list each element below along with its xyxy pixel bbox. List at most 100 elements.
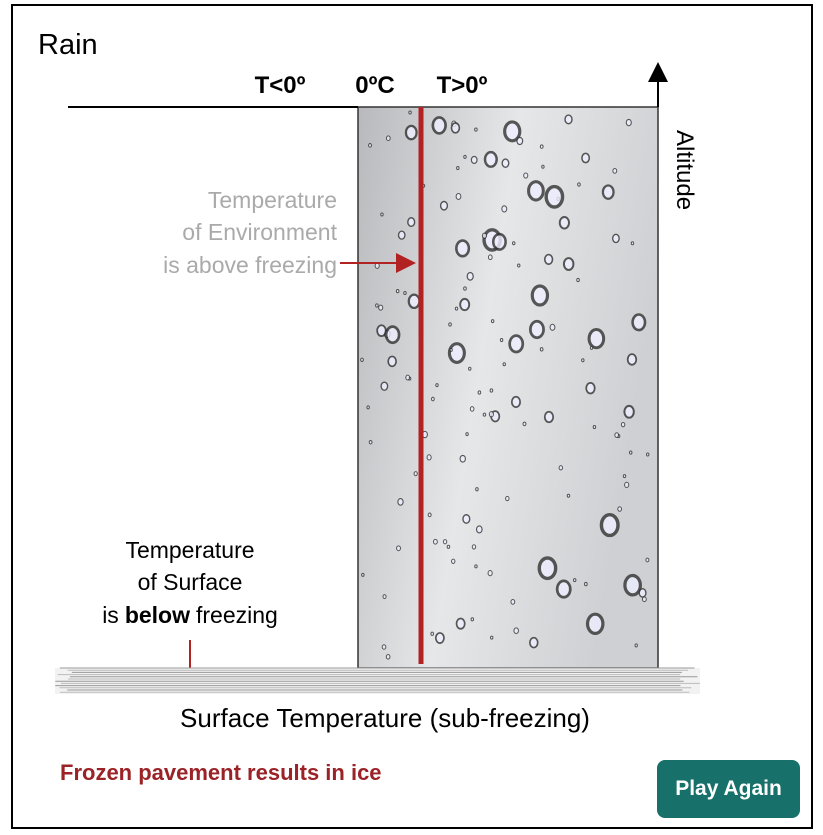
text: freezing — [196, 602, 278, 628]
raindrop — [379, 305, 383, 310]
raindrop — [523, 422, 526, 426]
raindrop — [386, 327, 399, 343]
raindrop — [436, 384, 438, 387]
raindrop — [540, 348, 543, 351]
env-label: is above freezing — [163, 252, 337, 278]
raindrop — [564, 258, 574, 270]
ground-label: Surface Temperature (sub-freezing) — [180, 703, 590, 733]
raindrop — [409, 295, 420, 308]
raindrop — [615, 433, 619, 438]
raindrop — [369, 143, 372, 147]
raindrop — [361, 358, 364, 361]
raindrop — [621, 422, 624, 426]
raindrop — [491, 636, 493, 639]
raindrop — [546, 187, 562, 207]
raindrop — [631, 242, 633, 245]
raindrop — [369, 440, 372, 444]
raindrop — [646, 558, 649, 562]
raindrop — [409, 111, 411, 114]
raindrop — [539, 558, 555, 578]
raindrop — [464, 287, 467, 290]
raindrop — [545, 255, 553, 265]
raindrop — [469, 367, 471, 370]
raindrop — [485, 152, 497, 167]
raindrop — [603, 185, 614, 198]
raindrop — [586, 383, 594, 394]
play-again-button[interactable]: Play Again — [657, 760, 800, 818]
raindrop — [588, 614, 603, 633]
raindrop — [470, 407, 474, 412]
raindrop — [618, 507, 622, 512]
raindrop — [477, 526, 483, 533]
raindrop — [397, 546, 401, 551]
raindrop — [376, 304, 379, 307]
raindrop — [488, 571, 492, 576]
raindrop — [647, 453, 649, 456]
raindrop — [431, 397, 434, 401]
raindrop — [540, 145, 543, 149]
raindrop — [513, 242, 515, 245]
raindrop — [457, 167, 459, 170]
temp-label: T>0º — [437, 72, 488, 99]
raindrop — [639, 589, 646, 597]
raindrop — [503, 363, 505, 366]
temp-label: 0ºC — [355, 72, 394, 99]
raindrop — [493, 234, 505, 249]
raindrop — [517, 137, 523, 144]
raindrop — [472, 545, 475, 549]
raindrop — [414, 472, 417, 476]
raindrop — [467, 273, 473, 281]
raindrop — [460, 299, 469, 310]
raindrop — [399, 231, 405, 239]
raindrop — [628, 354, 637, 365]
env-label: Temperature — [208, 187, 337, 213]
raindrop — [452, 559, 455, 563]
raindrop — [386, 136, 390, 141]
raindrop — [529, 182, 544, 200]
raindrop — [388, 356, 396, 366]
raindrop — [585, 582, 588, 585]
raindrop — [542, 165, 544, 168]
raindrop — [433, 117, 446, 133]
raindrop — [567, 494, 569, 497]
raindrop — [451, 123, 459, 133]
axis-label: Altitude — [671, 130, 698, 210]
raindrop — [577, 278, 580, 281]
diagram: Rain T<0º 0ºC T>0º Altitude Temperature … — [0, 0, 823, 835]
raindrop — [476, 488, 479, 491]
raindrop — [488, 255, 492, 260]
raindrop — [406, 126, 417, 139]
raindrop — [511, 600, 515, 605]
raindrop — [449, 323, 452, 326]
raindrop — [625, 576, 640, 595]
raindrop — [545, 412, 553, 423]
raindrop — [447, 545, 450, 548]
raindrop — [574, 579, 576, 582]
raindrop — [398, 499, 403, 506]
raindrop — [582, 153, 589, 162]
raindrop — [626, 119, 631, 125]
raindrop — [382, 645, 386, 650]
raindrop — [490, 389, 493, 392]
raindrop — [381, 382, 387, 390]
raindrop — [450, 348, 452, 351]
raindrop — [491, 320, 493, 323]
raindrop — [483, 413, 485, 416]
raindrop — [471, 618, 473, 621]
raindrop — [532, 286, 547, 305]
raindrop — [514, 628, 519, 634]
raindrop — [431, 632, 434, 635]
raindrop — [593, 426, 595, 429]
raindrop — [381, 213, 383, 216]
raindrop — [613, 169, 617, 174]
raindrop — [408, 218, 415, 227]
raindrop — [396, 289, 399, 292]
raindrop — [502, 159, 509, 167]
raindrop — [635, 644, 637, 647]
app: Rain T<0º 0ºC T>0º Altitude Temperature … — [0, 0, 823, 835]
raindrop — [383, 595, 386, 599]
temp-label: T<0º — [255, 72, 306, 99]
raindrop — [524, 173, 528, 178]
raindrop — [436, 633, 444, 643]
